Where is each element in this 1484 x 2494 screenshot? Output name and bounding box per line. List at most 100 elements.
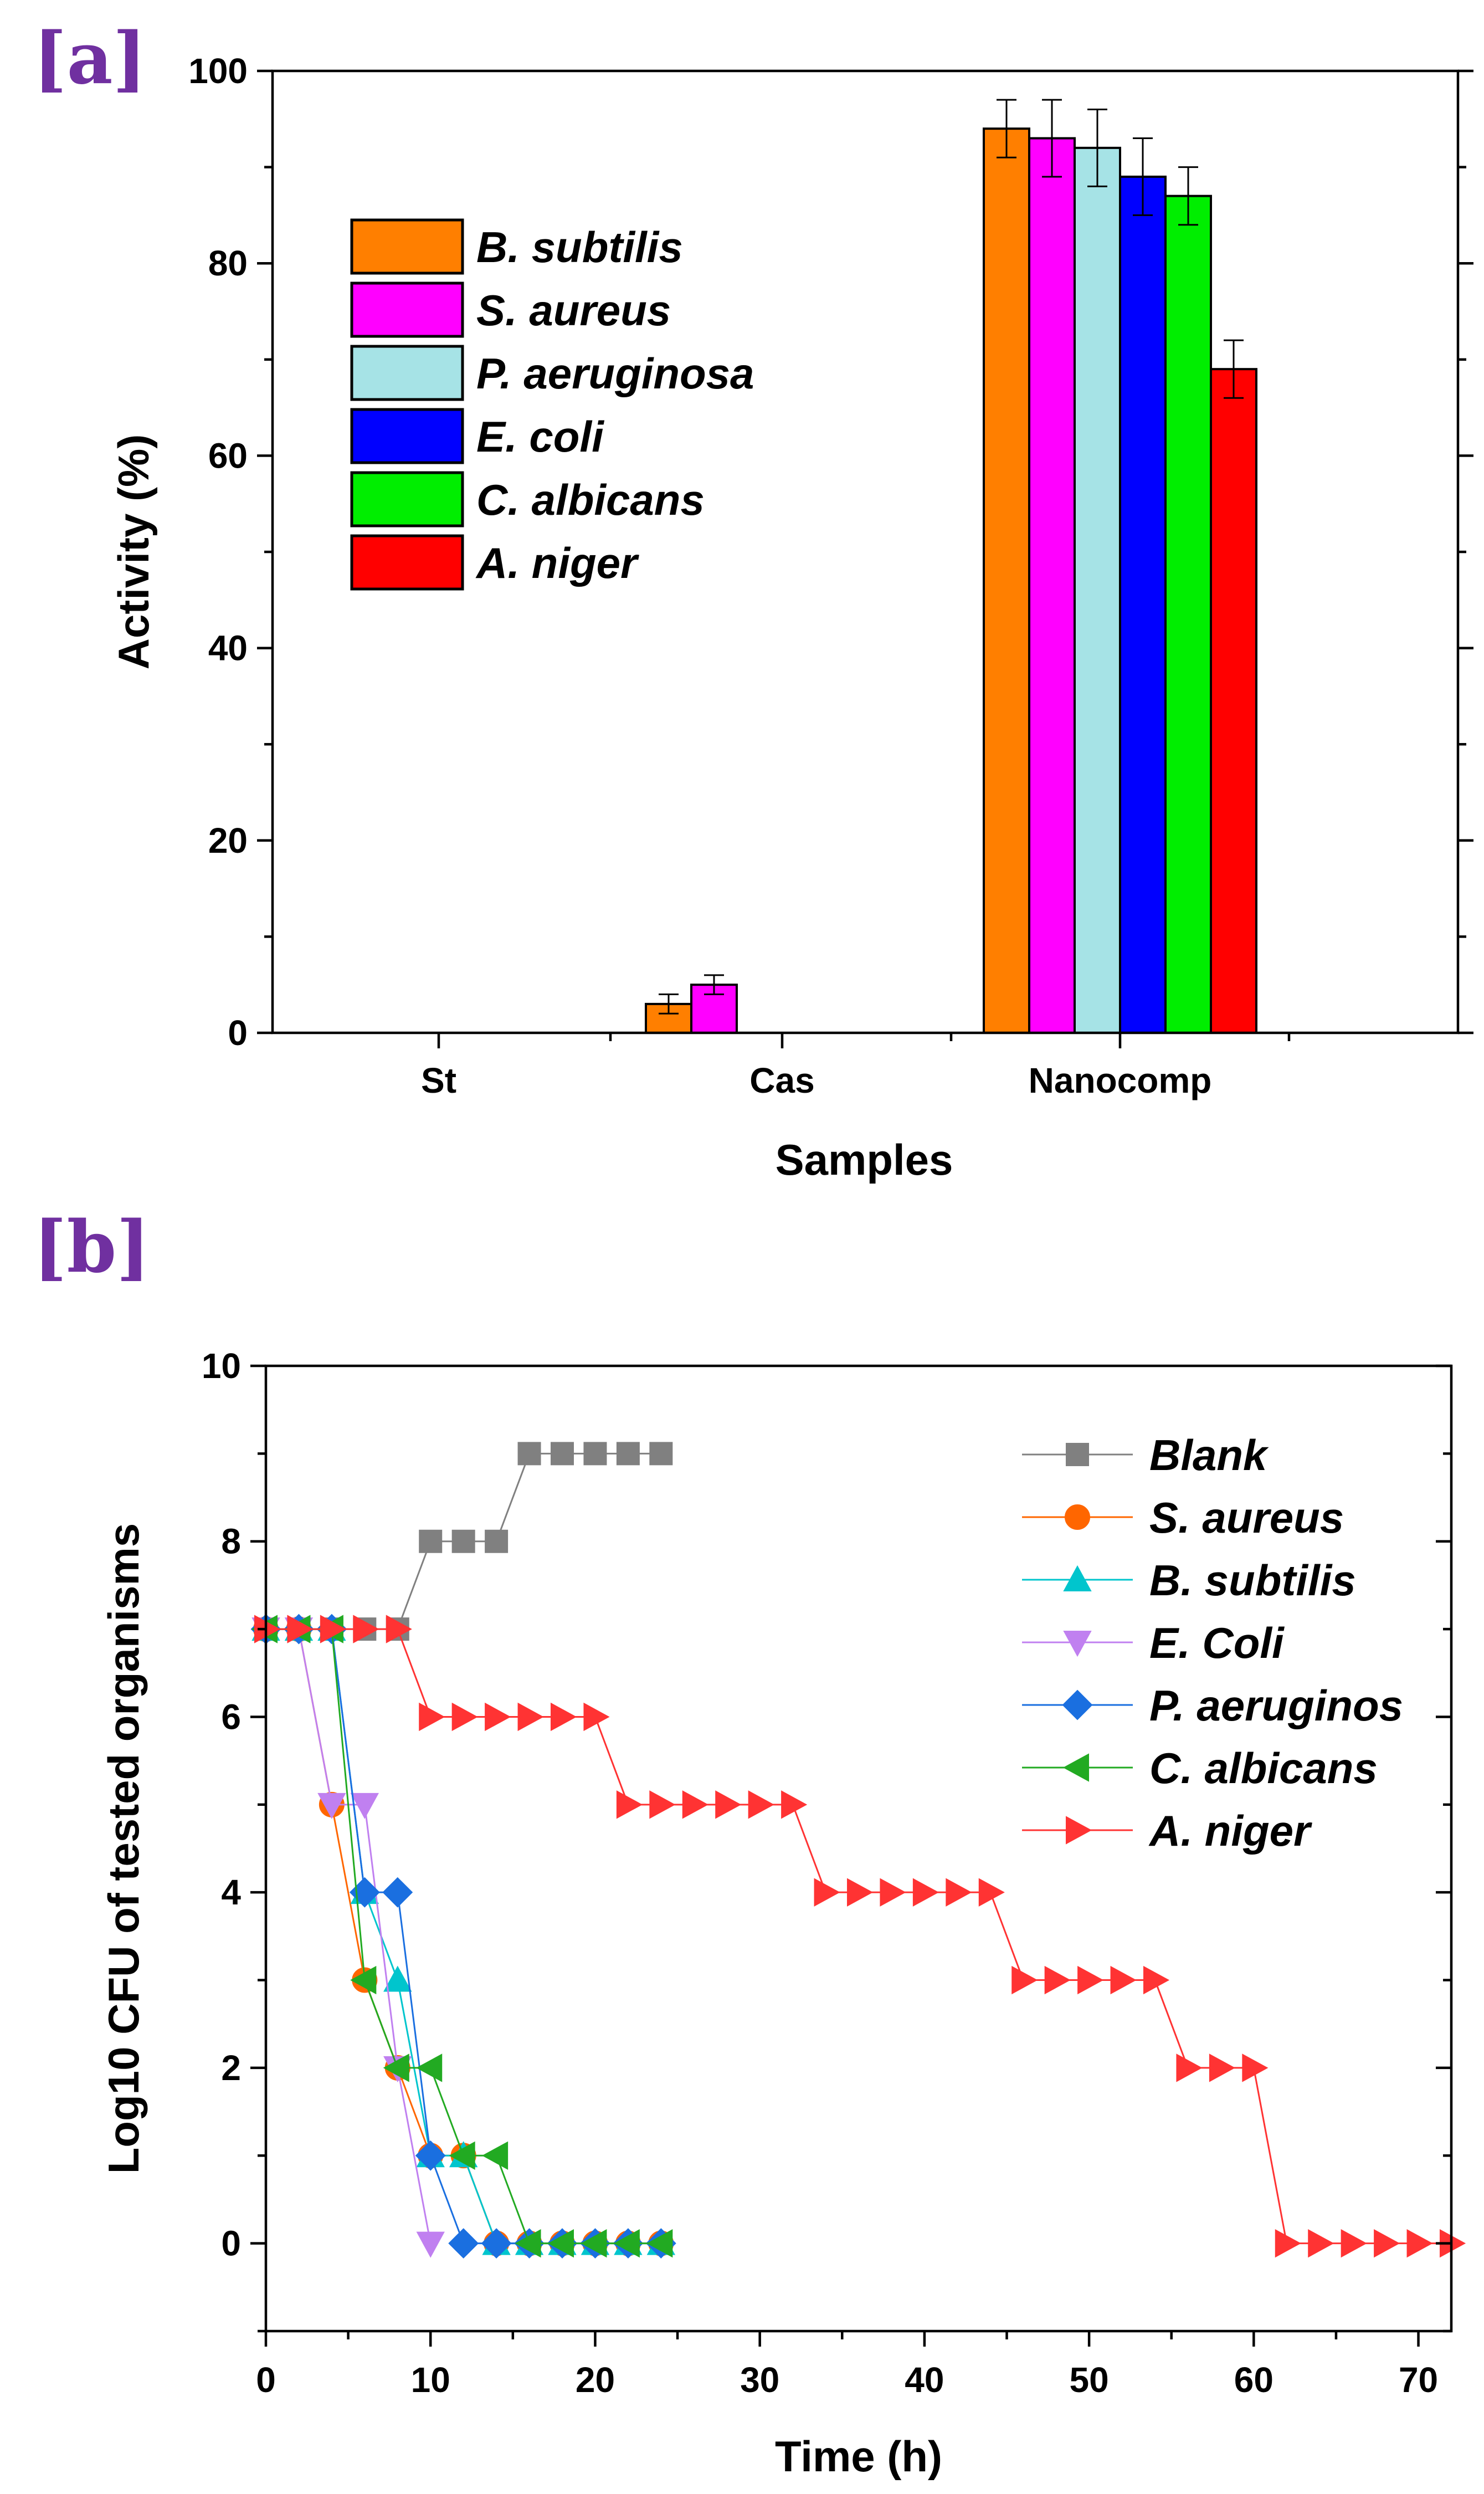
point-a-niger xyxy=(847,1878,874,1907)
point-c-albicans xyxy=(547,2229,574,2258)
legend-entry-e-coli: E. coli xyxy=(350,408,604,464)
panel-a-x-tick-label: Cas xyxy=(749,1061,814,1100)
panel-a-error-bars xyxy=(659,99,1244,1015)
legend-swatch xyxy=(350,218,464,275)
panel-a-x-tick-label: St xyxy=(421,1061,456,1100)
point-a-niger xyxy=(583,1702,610,1732)
point-a-niger xyxy=(978,1878,1005,1907)
error-bar-p-aeruginosa-nanocomp xyxy=(1087,108,1107,187)
point-a-niger xyxy=(1209,2053,1235,2082)
point-c-albicans xyxy=(416,2053,443,2082)
point-c-albicans xyxy=(581,2229,607,2258)
point-a-niger xyxy=(451,1702,478,1732)
panel-a-legend: B. subtilis S. aureus P. aeruginosa E. coli… xyxy=(350,218,754,591)
legend-entry-p-aeruginos: P. aeruginos xyxy=(1022,1681,1403,1730)
point-a-niger xyxy=(616,1790,643,1819)
legend-label: S. aureus xyxy=(476,286,671,335)
legend-entry-b-subtilis: B. subtilis xyxy=(350,218,683,275)
panel-a-y-tick-label: 60 xyxy=(208,436,248,475)
point-p-aeruginos xyxy=(415,2140,446,2171)
panel-a-x-tick-label: Nanocomp xyxy=(1029,1061,1212,1100)
point-blank xyxy=(616,1442,640,1466)
point-a-niger xyxy=(912,1878,939,1907)
panel-a-axes: 0 20 40 60 80 100 St Cas Nanocomp xyxy=(188,51,1473,1100)
point-a-niger xyxy=(1143,1965,1170,1995)
point-a-niger xyxy=(880,1878,906,1907)
point-b-subtilis xyxy=(383,1965,412,1992)
point-p-aeruginos xyxy=(382,1877,413,1908)
panel-a-y-tick-label: 0 xyxy=(228,1013,248,1053)
legend-marker xyxy=(1063,1565,1092,1591)
point-e-coli xyxy=(350,1793,379,1819)
panel-b-y-tick-label: 8 xyxy=(221,1522,241,1561)
point-a-niger xyxy=(1176,2053,1203,2082)
point-a-niger xyxy=(748,1790,774,1819)
error-bar-c-albicans-nanocomp xyxy=(1178,166,1198,226)
panel-b-line-chart: [b] 0 2 4 6 8 10 0 10 20 30 40 50 60 70 Time (h) Log1… xyxy=(33,1206,1466,2481)
bar-p-aeruginosa-nanocomp xyxy=(1074,146,1121,1034)
panel-b-plot-frame xyxy=(264,1364,1453,2333)
legend-label: S. aureus xyxy=(1149,1493,1344,1542)
panel-b-axes: 0 2 4 6 8 10 0 10 20 30 40 50 60 70 xyxy=(202,1346,1451,2400)
legend-entry-a-niger: A. niger xyxy=(350,534,639,591)
point-a-niger xyxy=(353,1615,379,1643)
panel-b-x-tick-label: 10 xyxy=(411,2360,450,2400)
legend-label: E. coli xyxy=(476,412,604,461)
error-bar-s-aureus-cas xyxy=(704,974,724,996)
legend-marker xyxy=(1065,1504,1090,1530)
panel-b-x-tick-label: 40 xyxy=(905,2360,944,2400)
panel-b-y-tick-label: 2 xyxy=(221,2048,241,2088)
point-e-coli xyxy=(416,2231,445,2258)
point-a-niger xyxy=(1341,2229,1367,2258)
point-a-niger xyxy=(1374,2229,1400,2258)
point-a-niger xyxy=(287,1615,314,1643)
bar-e-coli-nanocomp xyxy=(1119,175,1167,1035)
point-blank xyxy=(419,1529,443,1553)
legend-entry-s-aureus: S. aureus xyxy=(350,281,671,338)
point-a-niger xyxy=(1406,2229,1433,2258)
point-a-niger xyxy=(320,1615,346,1643)
panel-b-x-tick-label: 0 xyxy=(256,2360,276,2400)
legend-swatch xyxy=(350,534,464,591)
point-a-niger xyxy=(485,1702,511,1732)
legend-swatch xyxy=(350,471,464,528)
point-c-albicans xyxy=(515,2229,541,2258)
legend-label: E. Coli xyxy=(1149,1619,1285,1667)
panel-a-y-axis-title: Activity (%) xyxy=(109,434,158,670)
legend-marker xyxy=(1062,1753,1089,1782)
legend-entry-s-aureus: S. aureus xyxy=(1022,1493,1344,1542)
point-a-niger xyxy=(1110,1965,1137,1995)
bar-c-albicans-nanocomp xyxy=(1164,194,1212,1034)
panel-a-y-tick-label: 80 xyxy=(208,243,248,283)
legend-entry-b-subtilis: B. subtilis xyxy=(1022,1556,1356,1605)
point-c-albicans xyxy=(482,2141,509,2170)
point-c-albicans xyxy=(449,2141,475,2170)
point-blank xyxy=(485,1529,509,1553)
bar-b-subtilis-nanocomp xyxy=(983,127,1030,1034)
error-bar-b-subtilis-cas xyxy=(659,993,679,1015)
series-c-albicans xyxy=(251,1615,673,2258)
legend-swatch xyxy=(350,281,464,338)
legend-entry-p-aeruginosa: P. aeruginosa xyxy=(350,345,754,401)
point-a-niger xyxy=(1308,2229,1334,2258)
legend-swatch xyxy=(350,408,464,464)
panel-a-y-tick-label: 40 xyxy=(208,628,248,668)
panel-a-x-axis-title: Samples xyxy=(776,1135,953,1184)
panel-b-y-tick-label: 0 xyxy=(221,2224,241,2263)
legend-swatch xyxy=(350,345,464,401)
legend-label: A. niger xyxy=(1148,1806,1312,1855)
point-a-niger xyxy=(814,1878,840,1907)
point-a-niger xyxy=(682,1790,708,1819)
legend-marker xyxy=(1066,1816,1092,1845)
panel-a-bar-chart: [a] 0 20 40 60 80 100 St Cas Nanocomp Samples Ac… xyxy=(33,17,1473,1184)
panel-a-y-tick-label: 100 xyxy=(188,51,248,91)
point-a-niger xyxy=(1242,2053,1269,2082)
legend-entry-c-albicans: C. albicans xyxy=(350,471,705,528)
panel-b-series xyxy=(250,1442,1466,2259)
point-a-niger xyxy=(946,1878,972,1907)
legend-label: C. albicans xyxy=(1149,1744,1378,1793)
point-a-niger xyxy=(715,1790,742,1819)
panel-b-y-axis-title: Log10 CFU of tested organisms xyxy=(99,1523,148,2174)
point-blank xyxy=(451,1529,475,1553)
